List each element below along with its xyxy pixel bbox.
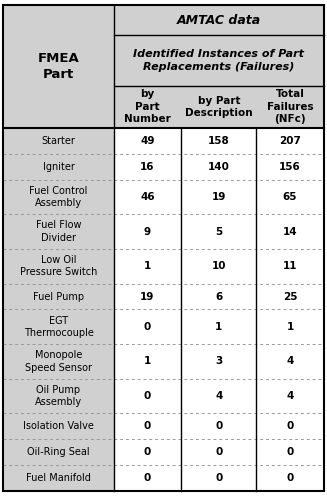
Bar	[3, 284, 114, 310]
Text: Low Oil
Pressure Switch: Low Oil Pressure Switch	[20, 255, 97, 277]
Bar	[3, 5, 114, 128]
Text: 10: 10	[212, 261, 226, 271]
Bar	[3, 249, 114, 284]
Text: 11: 11	[283, 261, 297, 271]
Text: 49: 49	[140, 136, 155, 146]
Bar	[114, 5, 324, 35]
Text: 0: 0	[144, 391, 151, 401]
Bar	[114, 249, 324, 284]
Text: 19: 19	[140, 292, 155, 302]
Bar	[114, 214, 324, 249]
Text: 1: 1	[215, 322, 222, 332]
Text: Fuel Control
Assembly: Fuel Control Assembly	[29, 186, 88, 208]
Bar	[3, 378, 114, 413]
Text: 16: 16	[140, 162, 155, 172]
Bar	[114, 378, 324, 413]
Bar	[3, 180, 114, 214]
Bar	[3, 310, 114, 344]
Text: by
Part
Number: by Part Number	[124, 89, 171, 124]
Text: 0: 0	[215, 421, 222, 431]
Text: 1: 1	[286, 322, 294, 332]
Bar	[3, 439, 114, 465]
Text: 156: 156	[279, 162, 301, 172]
Text: 0: 0	[215, 447, 222, 457]
Bar	[114, 128, 324, 154]
Text: 9: 9	[144, 227, 151, 237]
Bar	[114, 310, 324, 344]
Text: 14: 14	[283, 227, 297, 237]
Bar	[3, 413, 114, 439]
Text: Oil Pump
Assembly: Oil Pump Assembly	[35, 385, 82, 407]
Text: 4: 4	[286, 391, 294, 401]
Text: 0: 0	[144, 447, 151, 457]
Text: 140: 140	[208, 162, 230, 172]
Text: AMTAC data: AMTAC data	[177, 13, 261, 27]
Bar	[114, 413, 324, 439]
Bar	[114, 284, 324, 310]
Text: 0: 0	[286, 421, 294, 431]
Bar	[3, 128, 114, 154]
Text: FMEA
Part: FMEA Part	[38, 52, 79, 81]
Text: 65: 65	[283, 192, 297, 202]
Text: 0: 0	[286, 447, 294, 457]
Text: 25: 25	[283, 292, 297, 302]
Bar	[114, 154, 324, 180]
Text: 4: 4	[286, 356, 294, 367]
Text: Igniter: Igniter	[43, 162, 75, 172]
Text: Fuel Pump: Fuel Pump	[33, 292, 84, 302]
Bar	[114, 180, 324, 214]
Text: Identified Instances of Part
Replacements (Failures): Identified Instances of Part Replacement…	[133, 49, 304, 71]
Text: Starter: Starter	[42, 136, 76, 146]
Text: 3: 3	[215, 356, 222, 367]
Text: 0: 0	[215, 473, 222, 483]
Text: 0: 0	[144, 421, 151, 431]
Text: EGT
Thermocouple: EGT Thermocouple	[24, 315, 94, 338]
Text: Fuel Flow
Divider: Fuel Flow Divider	[36, 220, 81, 243]
Text: Fuel Manifold: Fuel Manifold	[26, 473, 91, 483]
Text: 5: 5	[215, 227, 222, 237]
Text: 0: 0	[144, 322, 151, 332]
Text: 46: 46	[140, 192, 155, 202]
Text: Oil-Ring Seal: Oil-Ring Seal	[27, 447, 90, 457]
Bar	[3, 154, 114, 180]
Bar	[114, 35, 324, 86]
Text: 4: 4	[215, 391, 222, 401]
Text: 0: 0	[144, 473, 151, 483]
Text: 1: 1	[144, 261, 151, 271]
Bar	[3, 344, 114, 378]
Text: Monopole
Speed Sensor: Monopole Speed Sensor	[25, 350, 92, 372]
Text: 19: 19	[212, 192, 226, 202]
Bar	[114, 439, 324, 465]
Bar	[114, 344, 324, 378]
Text: 207: 207	[279, 136, 301, 146]
Text: Isolation Valve: Isolation Valve	[23, 421, 94, 431]
Text: 0: 0	[286, 473, 294, 483]
Text: Total
Failures
(NFc): Total Failures (NFc)	[267, 89, 313, 124]
Text: by Part
Description: by Part Description	[185, 96, 252, 118]
Bar	[114, 465, 324, 491]
Bar	[114, 86, 324, 128]
Bar	[3, 465, 114, 491]
Text: 6: 6	[215, 292, 222, 302]
Text: 1: 1	[144, 356, 151, 367]
Text: 158: 158	[208, 136, 230, 146]
Bar	[3, 214, 114, 249]
